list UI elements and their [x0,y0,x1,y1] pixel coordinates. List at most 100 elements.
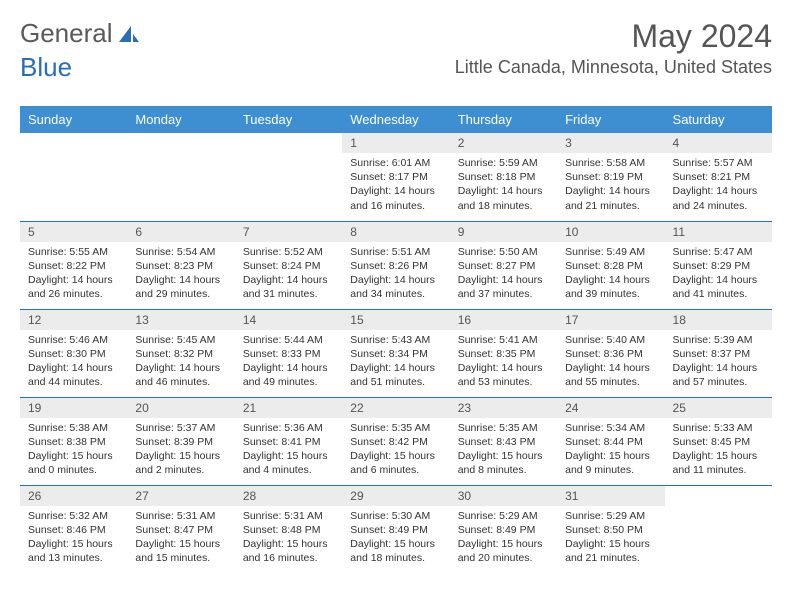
calendar-cell: 31Sunrise: 5:29 AMSunset: 8:50 PMDayligh… [557,485,664,573]
location-text: Little Canada, Minnesota, United States [455,57,772,78]
detail-line: Sunrise: 5:49 AM [565,245,656,259]
detail-line: and 16 minutes. [243,551,334,565]
calendar-cell: 16Sunrise: 5:41 AMSunset: 8:35 PMDayligh… [450,309,557,397]
detail-line: Daylight: 14 hours [135,273,226,287]
detail-line: and 34 minutes. [350,287,441,301]
day-number: 19 [20,398,127,418]
day-details: Sunrise: 5:43 AMSunset: 8:34 PMDaylight:… [342,330,449,396]
detail-line: and 31 minutes. [243,287,334,301]
calendar-cell: 3Sunrise: 5:58 AMSunset: 8:19 PMDaylight… [557,133,664,221]
calendar-cell: 13Sunrise: 5:45 AMSunset: 8:32 PMDayligh… [127,309,234,397]
detail-line: Daylight: 15 hours [350,449,441,463]
day-number: 20 [127,398,234,418]
detail-line: and 21 minutes. [565,551,656,565]
detail-line: Sunrise: 5:38 AM [28,421,119,435]
detail-line: Sunset: 8:30 PM [28,347,119,361]
detail-line: Sunrise: 5:34 AM [565,421,656,435]
day-details: Sunrise: 5:39 AMSunset: 8:37 PMDaylight:… [665,330,772,396]
detail-line: Daylight: 14 hours [565,361,656,375]
logo-sail-icon [117,24,141,44]
day-number: 12 [20,310,127,330]
calendar-cell: 8Sunrise: 5:51 AMSunset: 8:26 PMDaylight… [342,221,449,309]
detail-line: Sunset: 8:17 PM [350,170,441,184]
detail-line: Sunrise: 5:52 AM [243,245,334,259]
col-friday: Friday [557,106,664,133]
detail-line: and 16 minutes. [350,199,441,213]
detail-line: and 11 minutes. [673,463,764,477]
calendar-cell: 25Sunrise: 5:33 AMSunset: 8:45 PMDayligh… [665,397,772,485]
calendar-week-row: 19Sunrise: 5:38 AMSunset: 8:38 PMDayligh… [20,397,772,485]
calendar-cell: 4Sunrise: 5:57 AMSunset: 8:21 PMDaylight… [665,133,772,221]
detail-line: Daylight: 15 hours [565,537,656,551]
detail-line: Daylight: 14 hours [673,361,764,375]
calendar-week-row: 26Sunrise: 5:32 AMSunset: 8:46 PMDayligh… [20,485,772,573]
day-number [20,133,127,139]
day-number: 8 [342,222,449,242]
col-thursday: Thursday [450,106,557,133]
day-number: 11 [665,222,772,242]
day-number [235,133,342,139]
day-number: 9 [450,222,557,242]
detail-line: and 4 minutes. [243,463,334,477]
calendar-cell: 23Sunrise: 5:35 AMSunset: 8:43 PMDayligh… [450,397,557,485]
detail-line: Sunrise: 5:43 AM [350,333,441,347]
detail-line: Sunset: 8:41 PM [243,435,334,449]
detail-line: Daylight: 15 hours [28,449,119,463]
detail-line: Daylight: 14 hours [135,361,226,375]
day-number: 16 [450,310,557,330]
day-details: Sunrise: 5:31 AMSunset: 8:48 PMDaylight:… [235,506,342,572]
detail-line: and 57 minutes. [673,375,764,389]
detail-line: Sunset: 8:35 PM [458,347,549,361]
day-number: 14 [235,310,342,330]
day-number [665,486,772,492]
detail-line: and 26 minutes. [28,287,119,301]
detail-line: Sunset: 8:50 PM [565,523,656,537]
detail-line: Sunset: 8:24 PM [243,259,334,273]
detail-line: Sunrise: 5:45 AM [135,333,226,347]
day-number: 23 [450,398,557,418]
detail-line: and 46 minutes. [135,375,226,389]
day-details: Sunrise: 5:36 AMSunset: 8:41 PMDaylight:… [235,418,342,484]
title-block: May 2024 Little Canada, Minnesota, Unite… [455,18,772,78]
detail-line: Sunset: 8:49 PM [350,523,441,537]
detail-line: Sunset: 8:26 PM [350,259,441,273]
detail-line: Sunset: 8:39 PM [135,435,226,449]
detail-line: Sunrise: 5:35 AM [350,421,441,435]
detail-line: Sunset: 8:37 PM [673,347,764,361]
page-header: General May 2024 Little Canada, Minnesot… [20,18,772,78]
logo-line2: Blue [20,52,72,83]
detail-line: Sunrise: 5:51 AM [350,245,441,259]
detail-line: Daylight: 15 hours [28,537,119,551]
detail-line: Sunrise: 5:44 AM [243,333,334,347]
calendar-cell: 12Sunrise: 5:46 AMSunset: 8:30 PMDayligh… [20,309,127,397]
detail-line: and 13 minutes. [28,551,119,565]
detail-line: and 39 minutes. [565,287,656,301]
col-sunday: Sunday [20,106,127,133]
detail-line: Sunset: 8:44 PM [565,435,656,449]
day-header-row: Sunday Monday Tuesday Wednesday Thursday… [20,106,772,133]
detail-line: Daylight: 15 hours [135,537,226,551]
day-details: Sunrise: 5:37 AMSunset: 8:39 PMDaylight:… [127,418,234,484]
day-details: Sunrise: 6:01 AMSunset: 8:17 PMDaylight:… [342,153,449,219]
detail-line: and 53 minutes. [458,375,549,389]
detail-line: and 51 minutes. [350,375,441,389]
calendar-cell: 9Sunrise: 5:50 AMSunset: 8:27 PMDaylight… [450,221,557,309]
day-details: Sunrise: 5:59 AMSunset: 8:18 PMDaylight:… [450,153,557,219]
day-details: Sunrise: 5:35 AMSunset: 8:42 PMDaylight:… [342,418,449,484]
day-number: 31 [557,486,664,506]
detail-line: Sunset: 8:21 PM [673,170,764,184]
detail-line: Sunset: 8:45 PM [673,435,764,449]
detail-line: and 55 minutes. [565,375,656,389]
detail-line: Sunset: 8:38 PM [28,435,119,449]
day-details: Sunrise: 5:29 AMSunset: 8:49 PMDaylight:… [450,506,557,572]
detail-line: and 20 minutes. [458,551,549,565]
calendar-cell: 7Sunrise: 5:52 AMSunset: 8:24 PMDaylight… [235,221,342,309]
detail-line: Sunset: 8:19 PM [565,170,656,184]
calendar-cell: 6Sunrise: 5:54 AMSunset: 8:23 PMDaylight… [127,221,234,309]
day-details: Sunrise: 5:33 AMSunset: 8:45 PMDaylight:… [665,418,772,484]
calendar-cell [127,133,234,221]
detail-line: Sunrise: 5:59 AM [458,156,549,170]
calendar-cell: 28Sunrise: 5:31 AMSunset: 8:48 PMDayligh… [235,485,342,573]
detail-line: Daylight: 14 hours [565,184,656,198]
day-details: Sunrise: 5:50 AMSunset: 8:27 PMDaylight:… [450,242,557,308]
